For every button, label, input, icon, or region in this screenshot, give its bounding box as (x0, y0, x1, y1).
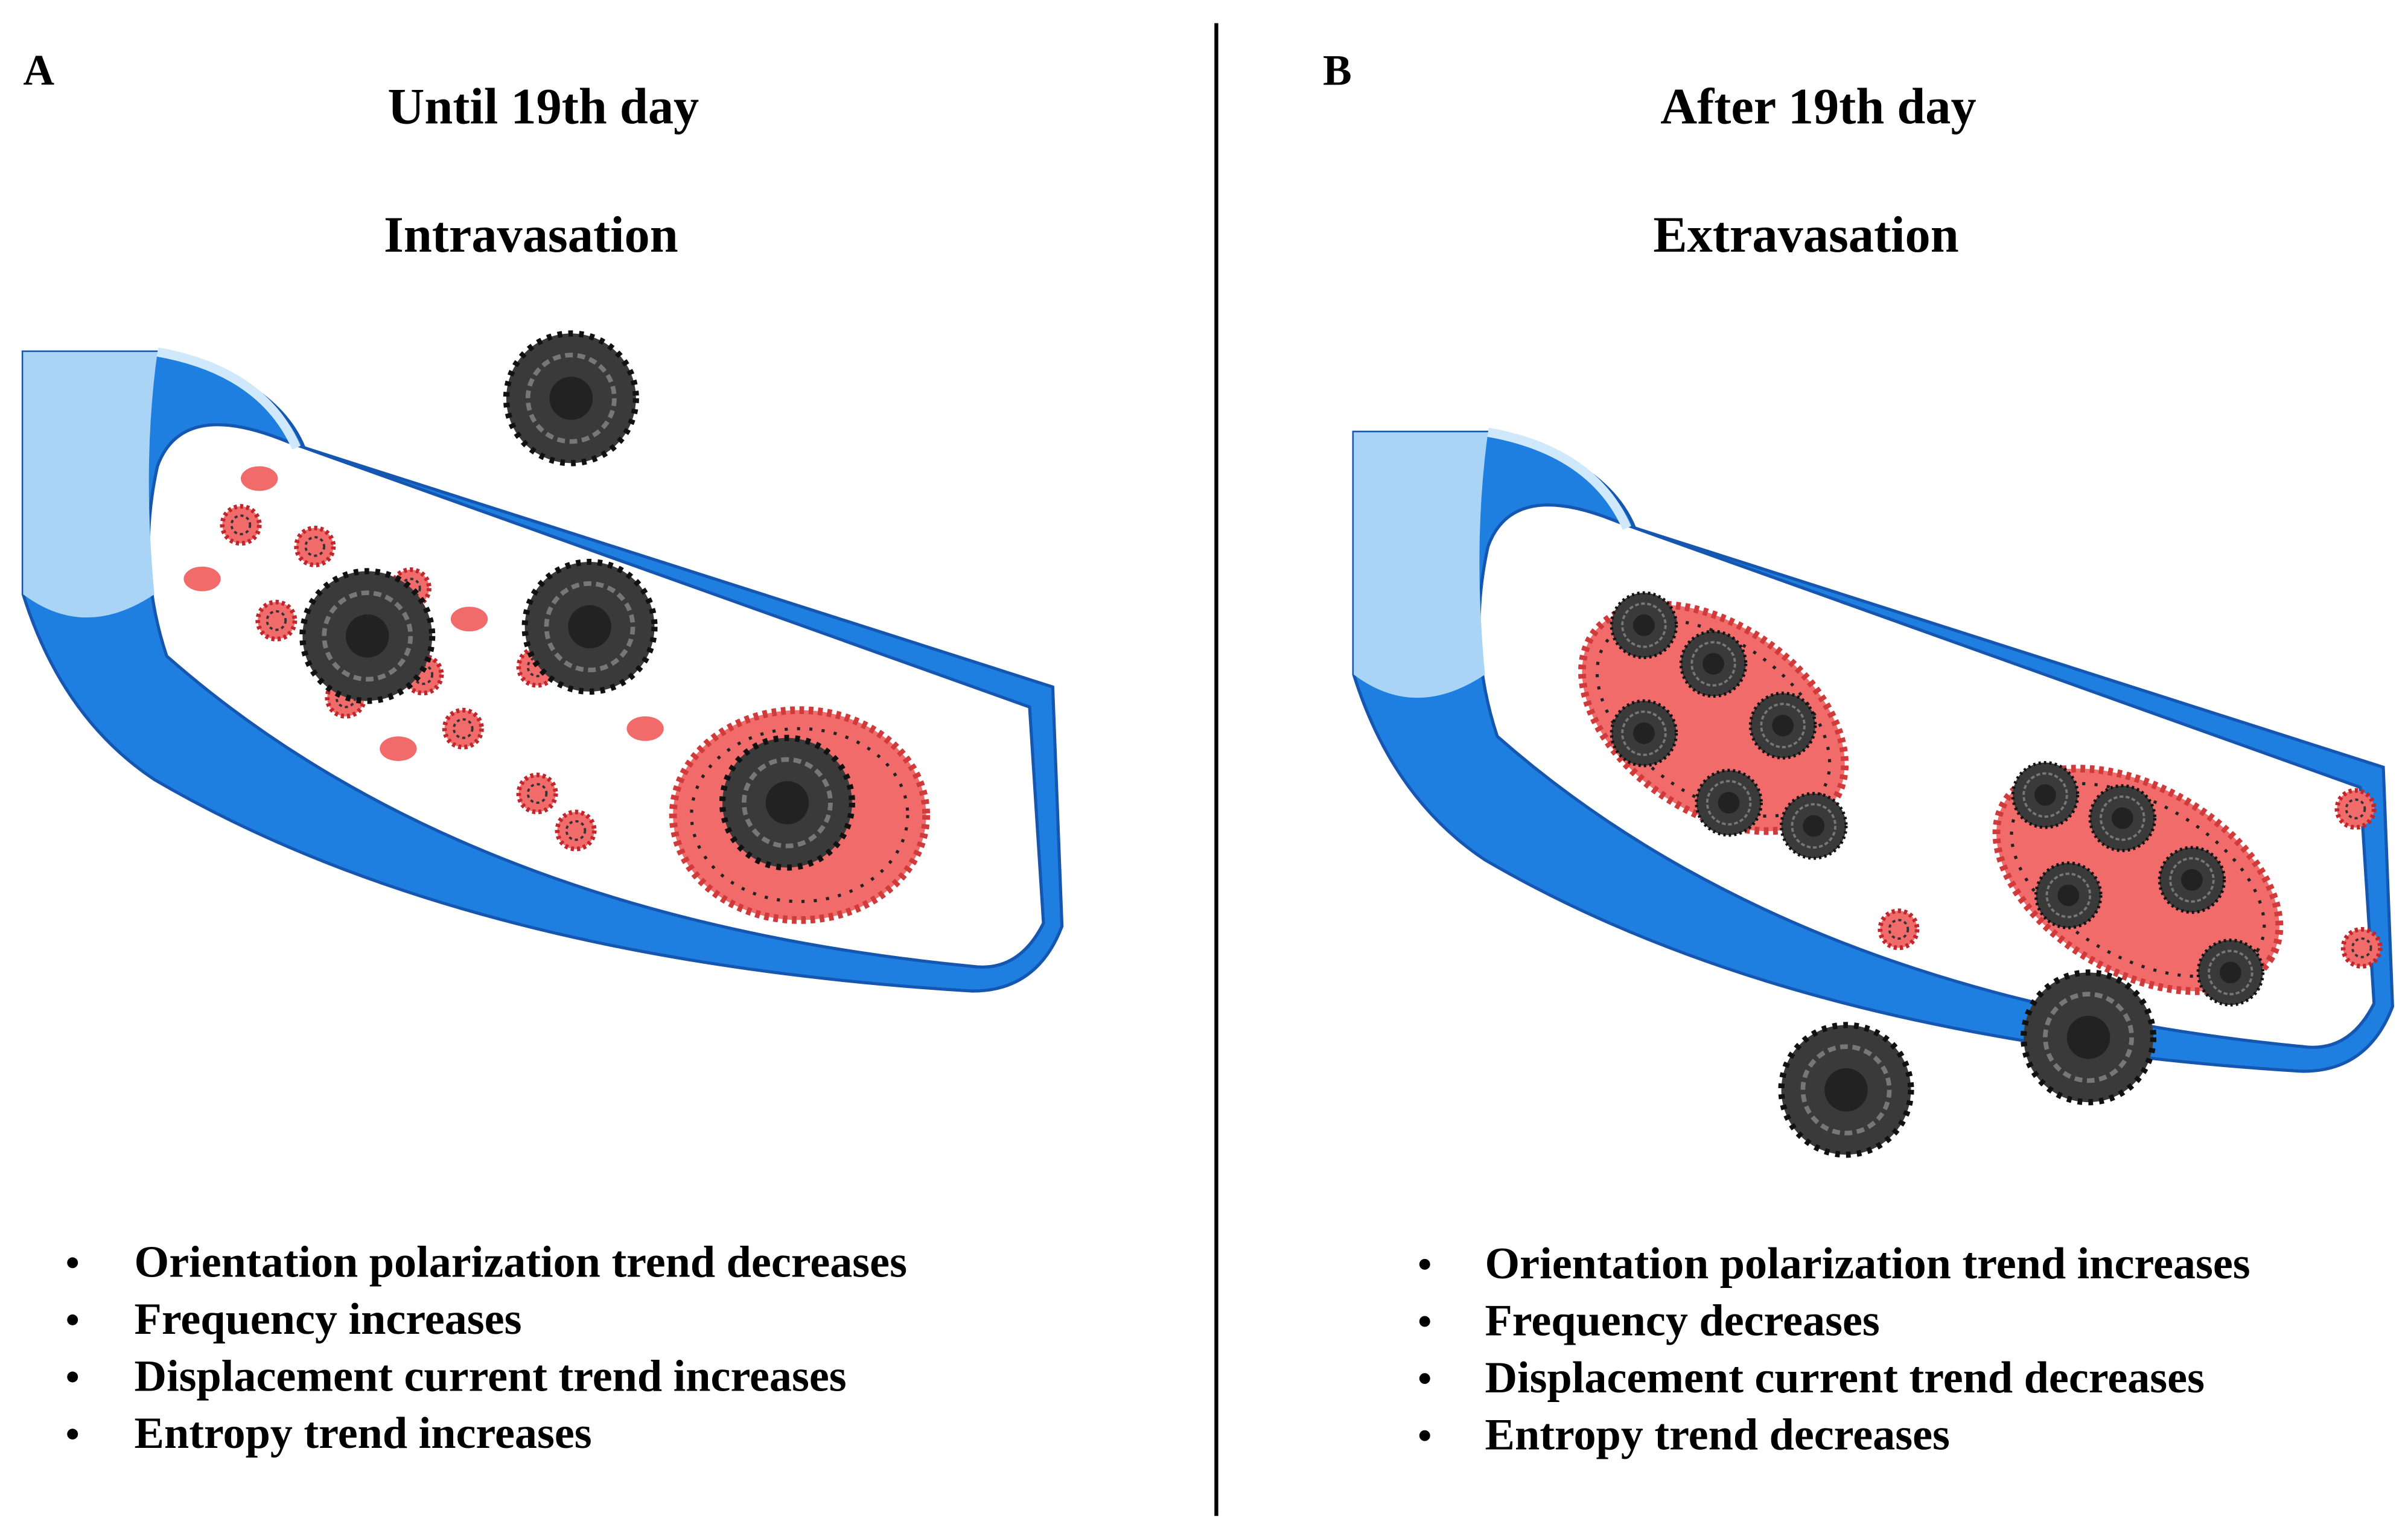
panel-subtitle: Intravasation (384, 207, 678, 263)
bullet-text: Entropy trend increases (135, 1409, 592, 1458)
bullet-text: Orientation polarization trend increases (1485, 1239, 2250, 1289)
panel-label: B (1323, 47, 1352, 95)
bullet-dot (1419, 1316, 1430, 1327)
bullet-dot (67, 1314, 78, 1325)
bullet-dot (1419, 1373, 1430, 1385)
bullet-dot (1419, 1258, 1430, 1270)
panel-subtitle: Extravasation (1653, 207, 1958, 263)
vessel-a (23, 334, 1062, 992)
bullet-text: Frequency increases (135, 1295, 522, 1344)
panel-title: After 19th day (1660, 79, 1976, 135)
bullet-text: Displacement current trend increases (135, 1352, 847, 1401)
bullet-dot (67, 1371, 78, 1383)
panel: B After 19th day Extravasation Orientation … (1323, 47, 2250, 1460)
panel-title: Until 19th day (387, 79, 699, 135)
panel: A Until 19th day Intravasation Orientation … (23, 47, 907, 1458)
panel-label: A (23, 47, 54, 95)
bullet-dot (67, 1429, 78, 1440)
bullet-text: Orientation polarization trend decreases (135, 1237, 907, 1287)
bullet-text: Displacement current trend decreases (1485, 1353, 2205, 1403)
bullet-text: Entropy trend decreases (1485, 1410, 1950, 1460)
vessel-b (1354, 432, 2392, 1155)
bullet-dot (67, 1257, 78, 1269)
bullet-text: Frequency decreases (1485, 1296, 1880, 1345)
bullet-dot (1419, 1430, 1430, 1441)
